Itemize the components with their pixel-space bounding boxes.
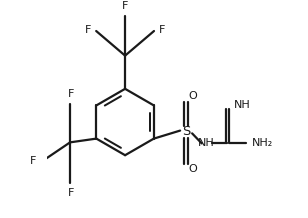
Text: NH: NH (234, 100, 251, 110)
Text: NH: NH (198, 138, 215, 148)
Text: O: O (188, 164, 197, 174)
Text: F: F (159, 25, 165, 35)
Text: F: F (85, 25, 91, 35)
Text: S: S (182, 125, 190, 138)
Text: O: O (188, 91, 197, 101)
Text: F: F (68, 188, 74, 198)
Text: F: F (30, 156, 37, 165)
Text: F: F (68, 89, 74, 99)
Text: NH₂: NH₂ (252, 138, 273, 148)
Text: F: F (122, 1, 128, 11)
